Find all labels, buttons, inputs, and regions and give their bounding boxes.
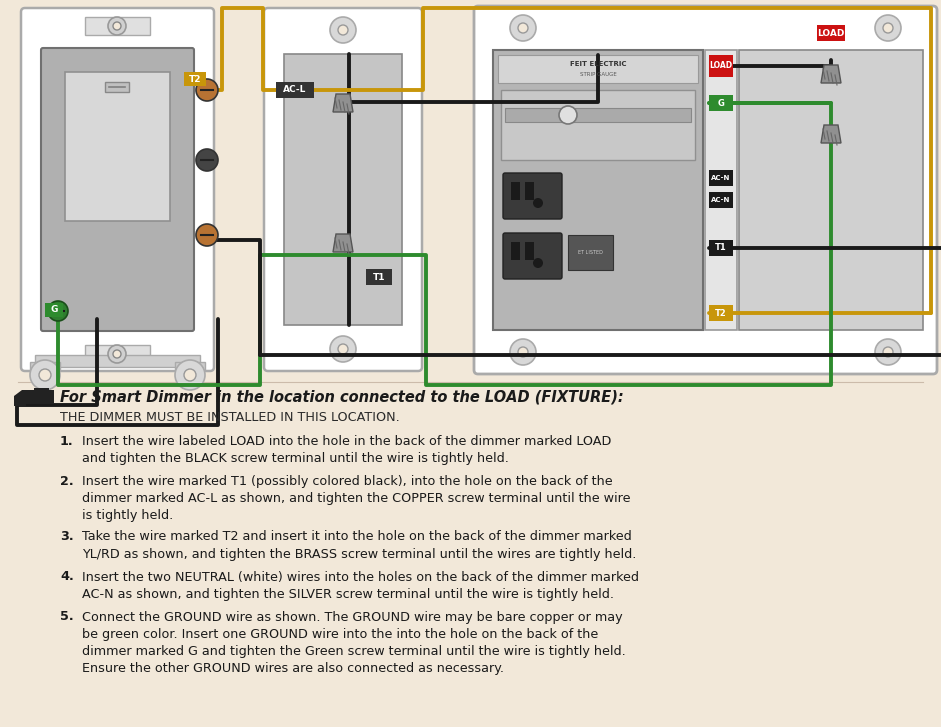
Text: 5.: 5.	[60, 611, 73, 624]
Circle shape	[330, 336, 356, 362]
Circle shape	[338, 344, 348, 354]
Text: AC-L: AC-L	[283, 86, 307, 95]
Text: LOAD: LOAD	[818, 28, 845, 38]
Text: Insert the two NEUTRAL (white) wires into the holes on the back of the dimmer ma: Insert the two NEUTRAL (white) wires int…	[82, 571, 639, 601]
Bar	[525, 182, 534, 200]
Text: 1.: 1.	[60, 435, 73, 448]
Text: 4.: 4.	[60, 571, 73, 584]
Circle shape	[338, 25, 348, 35]
Circle shape	[30, 360, 60, 390]
Circle shape	[559, 106, 577, 124]
Text: AC-N: AC-N	[711, 197, 731, 203]
Bar	[30, 362, 60, 370]
Bar	[85, 345, 150, 363]
Circle shape	[875, 15, 901, 41]
FancyBboxPatch shape	[474, 6, 937, 374]
Circle shape	[113, 22, 121, 30]
Text: LOAD: LOAD	[710, 62, 732, 71]
Bar	[498, 55, 698, 83]
Text: 2.: 2.	[60, 475, 73, 488]
Bar	[511, 182, 520, 200]
Bar	[85, 17, 150, 35]
Bar	[276, 82, 314, 98]
Bar	[709, 55, 733, 77]
Bar	[493, 50, 703, 330]
Circle shape	[108, 17, 126, 35]
Bar	[511, 242, 520, 260]
Text: T2: T2	[189, 74, 201, 84]
Text: G: G	[718, 98, 725, 108]
Bar	[817, 25, 845, 41]
FancyBboxPatch shape	[41, 48, 194, 331]
Text: 3.: 3.	[60, 531, 73, 544]
Circle shape	[330, 17, 356, 43]
Circle shape	[875, 339, 901, 365]
Bar	[709, 240, 733, 256]
Polygon shape	[821, 125, 841, 143]
Bar	[501, 90, 695, 160]
Bar	[184, 72, 206, 86]
Text: Insert the wire labeled LOAD into the hole in the back of the dimmer marked LOAD: Insert the wire labeled LOAD into the ho…	[82, 435, 612, 465]
Text: Take the wire marked T2 and insert it into the hole on the back of the dimmer ma: Take the wire marked T2 and insert it in…	[82, 531, 636, 561]
Circle shape	[108, 345, 126, 363]
Bar	[709, 170, 733, 186]
Text: Connect the GROUND wire as shown. The GROUND wire may be bare copper or may
be g: Connect the GROUND wire as shown. The GR…	[82, 611, 626, 675]
Bar	[709, 95, 733, 111]
FancyBboxPatch shape	[264, 8, 422, 371]
Text: FEIT ELECTRIC: FEIT ELECTRIC	[569, 61, 627, 67]
Bar	[284, 54, 402, 325]
Circle shape	[883, 23, 893, 33]
Circle shape	[196, 224, 218, 246]
Bar	[175, 362, 205, 370]
Bar	[35, 355, 200, 367]
Text: ET LISTED: ET LISTED	[578, 249, 602, 254]
Circle shape	[39, 369, 51, 381]
Text: THE DIMMER MUST BE INSTALLED IN THIS LOCATION.: THE DIMMER MUST BE INSTALLED IN THIS LOC…	[60, 411, 400, 424]
Bar	[705, 50, 737, 330]
Text: Insert the wire marked T1 (possibly colored black), into the hole on the back of: Insert the wire marked T1 (possibly colo…	[82, 475, 630, 523]
Circle shape	[883, 347, 893, 357]
Circle shape	[533, 198, 543, 208]
FancyBboxPatch shape	[503, 233, 562, 279]
Text: G: G	[50, 305, 57, 315]
Bar	[65, 72, 170, 221]
Text: AC-N: AC-N	[711, 175, 731, 181]
Bar	[709, 305, 733, 321]
Circle shape	[518, 347, 528, 357]
Circle shape	[48, 301, 68, 321]
Text: T2: T2	[715, 308, 726, 318]
Bar	[505, 108, 691, 122]
Polygon shape	[333, 234, 353, 252]
Text: T1: T1	[373, 273, 385, 281]
Circle shape	[533, 258, 543, 268]
Circle shape	[518, 23, 528, 33]
Circle shape	[510, 339, 536, 365]
Bar	[739, 50, 923, 330]
FancyBboxPatch shape	[503, 173, 562, 219]
Circle shape	[510, 15, 536, 41]
Bar	[568, 235, 613, 270]
Bar	[366, 269, 392, 285]
Polygon shape	[14, 388, 54, 406]
Text: STRIP GAUGE: STRIP GAUGE	[580, 71, 616, 76]
Polygon shape	[821, 65, 841, 83]
Circle shape	[184, 369, 196, 381]
Circle shape	[113, 350, 121, 358]
Bar	[105, 82, 129, 92]
Polygon shape	[333, 94, 353, 112]
Circle shape	[175, 360, 205, 390]
Bar	[45, 303, 63, 317]
Text: T1: T1	[715, 244, 726, 252]
Text: For Smart Dimmer in the location connected to the LOAD (FIXTURE):: For Smart Dimmer in the location connect…	[60, 389, 624, 404]
Bar	[709, 192, 733, 208]
Circle shape	[196, 149, 218, 171]
Circle shape	[196, 79, 218, 101]
Bar	[525, 242, 534, 260]
FancyBboxPatch shape	[21, 8, 214, 371]
